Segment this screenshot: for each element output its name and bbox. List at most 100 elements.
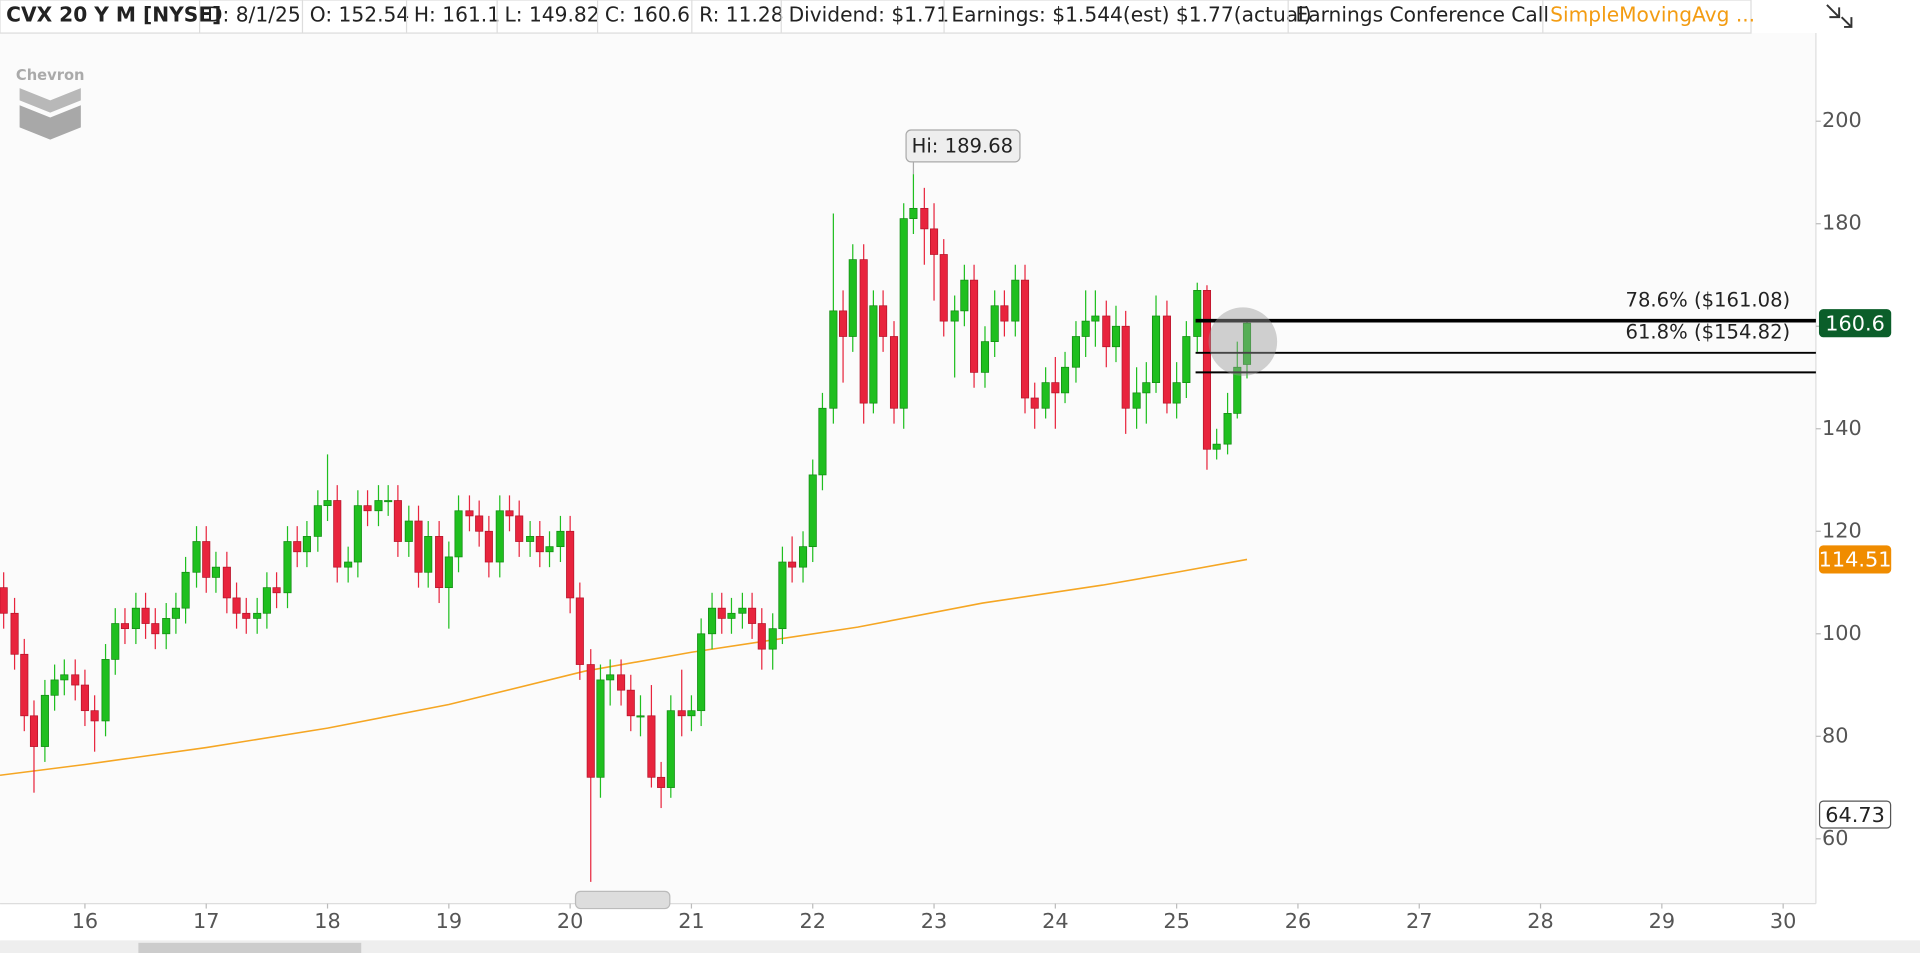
x-tick-label: 29 — [1649, 909, 1675, 933]
candle-body — [505, 510, 514, 517]
candle-body — [151, 623, 160, 635]
candle-body — [374, 500, 383, 512]
candle-body — [40, 694, 49, 747]
candle-body — [232, 597, 241, 614]
candle-body — [10, 612, 19, 655]
candle-body — [1020, 279, 1030, 399]
candle-body — [353, 505, 362, 563]
candle-body — [990, 305, 999, 342]
x-tick-label: 25 — [1163, 909, 1189, 933]
candle-body — [435, 536, 444, 589]
candle-body — [302, 536, 311, 553]
candle-body — [141, 607, 150, 624]
y-tick-label: 100 — [1822, 621, 1862, 645]
symbol[interactable]: CVX 20 Y M [NYSE] — [6, 2, 221, 26]
candle-body — [495, 510, 504, 563]
candle-body — [211, 566, 220, 578]
y-tick-label: 200 — [1822, 108, 1862, 132]
candle-body — [980, 341, 990, 373]
candle-body — [465, 510, 474, 517]
high-callout-label: Hi: 189.68 — [912, 135, 1014, 158]
candle-body — [535, 536, 544, 553]
candle-body — [738, 607, 747, 614]
candle-body — [566, 530, 575, 599]
candle-body — [404, 520, 413, 542]
candle-body — [454, 510, 463, 558]
x-tick-label: 17 — [193, 909, 219, 933]
price-marker-label: 160.6 — [1825, 311, 1885, 335]
price-marker — [1818, 545, 1892, 574]
candle-body — [283, 541, 292, 594]
price-marker-label: 114.51 — [1819, 548, 1892, 572]
candle-body — [879, 305, 888, 337]
candle-body — [859, 259, 868, 404]
candle-body — [929, 228, 939, 255]
candle-body — [1182, 336, 1191, 383]
candle-body — [444, 556, 453, 589]
toolbar-icon[interactable] — [1826, 4, 1853, 28]
x-tick-label: 30 — [1770, 909, 1796, 933]
price-marker — [1818, 309, 1892, 338]
candle-body — [768, 628, 777, 650]
candle-body — [1051, 382, 1060, 394]
separators — [198, 0, 1544, 34]
candle-body — [839, 310, 848, 337]
low-callout — [574, 890, 671, 910]
candle-body — [687, 710, 696, 717]
logo-text: Chevron — [16, 67, 85, 84]
candle-body — [606, 674, 615, 681]
candle-body — [727, 612, 736, 619]
plot-area — [0, 33, 1816, 904]
candle-body — [970, 279, 979, 373]
candle-body — [778, 561, 787, 630]
price-marker — [1818, 800, 1892, 829]
candle-body — [717, 607, 726, 619]
highlight — [1208, 307, 1278, 376]
candle-body — [757, 623, 766, 650]
event[interactable]: Earnings Conference Call — [1296, 2, 1549, 26]
candle-body — [869, 305, 878, 404]
x-tick-label: 19 — [436, 909, 462, 933]
header: CVX 20 Y M [NYSE] D: 8/1/25 O: 152.54 H:… — [6, 0, 1755, 34]
candle-body — [101, 659, 110, 722]
dividend[interactable]: Dividend: $1.71 — [789, 2, 950, 26]
candle-body — [1142, 382, 1151, 394]
plot-layer: 6080100120140160180200161718192021222324… — [0, 108, 1862, 933]
candle-body — [939, 254, 948, 322]
y-tick-label: 120 — [1822, 518, 1862, 542]
candle-body — [617, 674, 626, 691]
candle-body — [80, 684, 89, 712]
scrollbar[interactable] — [0, 940, 1920, 953]
candle-body — [1030, 397, 1039, 409]
sma-line — [0, 558, 1248, 777]
range: R: 11.28 — [699, 2, 783, 26]
candle-body — [798, 546, 808, 568]
candle-body — [1011, 279, 1020, 322]
candle-body — [162, 618, 171, 635]
candle-body — [192, 541, 201, 573]
scroll-thumb[interactable] — [138, 942, 362, 953]
candle-body — [344, 561, 353, 568]
candle-body — [1000, 305, 1009, 322]
candle-body — [484, 530, 493, 563]
candle-body — [262, 587, 271, 614]
high-callout — [905, 129, 1021, 163]
candle-body — [1193, 290, 1202, 337]
candle-body — [1061, 366, 1070, 394]
candle-body — [545, 546, 554, 553]
earnings[interactable]: Earnings: $1.544(est) $1.77(actual) — [951, 2, 1311, 26]
candle-body — [293, 541, 302, 553]
candle-body — [626, 689, 635, 717]
x-tick-label: 22 — [800, 909, 826, 933]
candle-body — [889, 336, 899, 409]
candle-body — [960, 279, 969, 312]
low: L: 149.82 — [504, 2, 599, 26]
candle-body — [393, 500, 402, 542]
candle-body — [666, 710, 675, 788]
candle-body — [1091, 315, 1100, 322]
study[interactable]: SimpleMovingAvg ... — [1550, 2, 1755, 26]
candle-body — [414, 520, 423, 573]
candle-body — [60, 674, 69, 681]
candle-body — [363, 505, 372, 512]
